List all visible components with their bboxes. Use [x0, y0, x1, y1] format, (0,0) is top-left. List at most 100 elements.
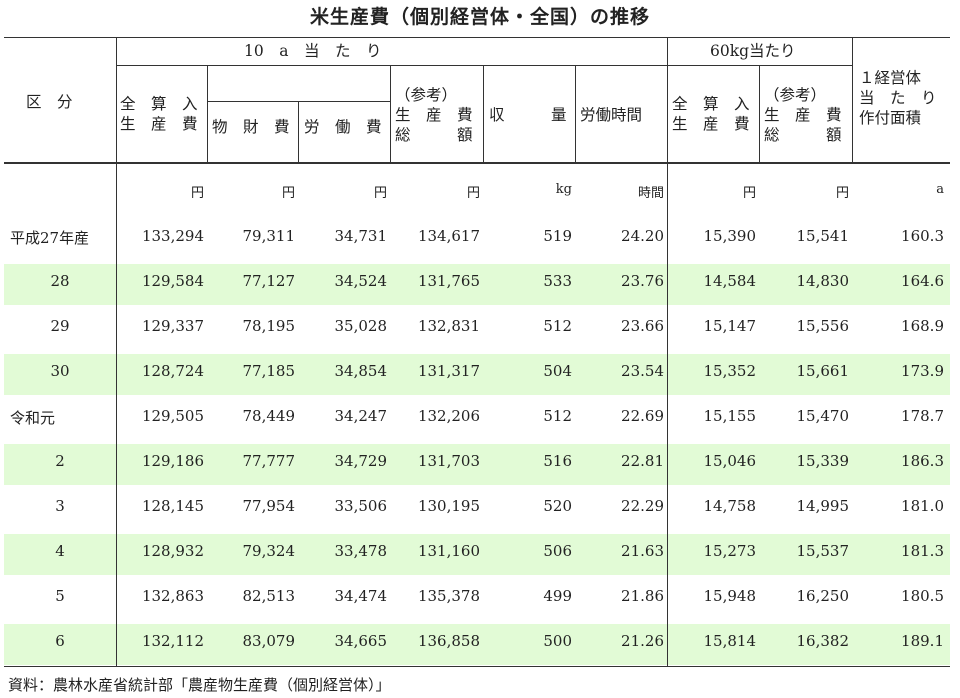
- table-cell: 23.66: [621, 317, 664, 335]
- header-roudou: 労 働 費: [304, 118, 382, 136]
- row-label: 2: [55, 452, 65, 470]
- table-cell: 131,317: [417, 362, 480, 380]
- header-group-10a: 10 a 当 た り: [244, 42, 382, 60]
- row-label: 平成27年産: [10, 229, 90, 247]
- table-cell: 15,390: [703, 227, 757, 245]
- col-divider: [575, 65, 576, 163]
- row-shading: [4, 444, 950, 485]
- row-label: 4: [55, 542, 65, 560]
- table-cell: 129,584: [141, 272, 204, 290]
- cost-table: 区 分 10 a 当 た り 60kg当たり 全 算 入 生 産 費 物 財 費…: [4, 37, 950, 667]
- table-cell: 128,145: [141, 497, 204, 515]
- col-divider: [207, 65, 208, 101]
- table-cell: 15,155: [703, 407, 757, 425]
- table-cell: 34,854: [334, 362, 388, 380]
- table-cell: 78,195: [242, 317, 296, 335]
- table-cell: 519: [543, 227, 572, 245]
- col-divider: [483, 65, 484, 163]
- header-menseki: １経営体 当 た り 作付面積: [859, 69, 937, 127]
- unit-label: 円: [742, 186, 756, 201]
- group-rule: [116, 65, 852, 66]
- table-cell: 164.6: [901, 272, 944, 290]
- header-zensan-60kg: 全 算 入 生 産 費: [672, 95, 750, 133]
- row-label: 6: [55, 632, 65, 650]
- table-cell: 134,617: [417, 227, 480, 245]
- header-zensan-10a: 全 算 入 生 産 費: [120, 95, 198, 133]
- col-divider: [759, 65, 760, 163]
- table-cell: 15,814: [703, 632, 757, 650]
- unit-label: 円: [373, 186, 387, 201]
- table-cell: 15,273: [703, 542, 757, 560]
- table-cell: 132,206: [417, 407, 480, 425]
- row-label: 28: [50, 272, 70, 290]
- table-cell: 34,729: [334, 452, 388, 470]
- table-bottom-rule: [4, 666, 950, 667]
- table-cell: 130,195: [417, 497, 480, 515]
- table-cell: 128,724: [141, 362, 204, 380]
- unit-label: 円: [835, 186, 849, 201]
- table-cell: 512: [543, 317, 572, 335]
- group-divider: [667, 37, 668, 667]
- table-cell: 21.26: [621, 632, 664, 650]
- table-cell: 129,337: [141, 317, 204, 335]
- table-cell: 132,112: [141, 632, 204, 650]
- row-label: 30: [50, 362, 70, 380]
- table-cell: 15,661: [796, 362, 850, 380]
- table-cell: 15,541: [796, 227, 850, 245]
- row-label: 令和元: [10, 409, 56, 427]
- unit-label: kg: [555, 182, 572, 197]
- table-cell: 15,470: [796, 407, 850, 425]
- header-sankou-10a: （参考） 生 産 費 総 額: [395, 86, 473, 144]
- table-top-rule: [4, 37, 950, 38]
- table-cell: 186.3: [901, 452, 944, 470]
- table-cell: 77,954: [242, 497, 296, 515]
- row-label: 5: [55, 587, 65, 605]
- col-divider: [390, 65, 391, 163]
- table-cell: 33,478: [334, 542, 388, 560]
- table-cell: 533: [543, 272, 572, 290]
- table-cell: 35,028: [334, 317, 388, 335]
- table-cell: 24.20: [621, 227, 664, 245]
- table-cell: 23.54: [621, 362, 664, 380]
- header-sankou-60kg: （参考） 生 産 費 総 額: [764, 86, 842, 144]
- table-cell: 14,830: [796, 272, 850, 290]
- table-cell: 520: [543, 497, 572, 515]
- col-divider: [298, 101, 299, 163]
- table-cell: 22.29: [621, 497, 664, 515]
- table-cell: 15,556: [796, 317, 850, 335]
- table-cell: 82,513: [242, 587, 296, 605]
- col-divider: [207, 101, 208, 163]
- table-cell: 135,378: [417, 587, 480, 605]
- table-cell: 79,324: [242, 542, 296, 560]
- header-group-60kg: 60kg当たり: [710, 42, 796, 60]
- source-note: 資料：農林水産省統計部「農産物生産費（個別経営体）」: [8, 676, 391, 694]
- table-cell: 504: [543, 362, 572, 380]
- table-cell: 15,352: [703, 362, 757, 380]
- header-kubun: 区 分: [26, 93, 73, 111]
- table-cell: 506: [543, 542, 572, 560]
- row-label: 29: [50, 317, 70, 335]
- subgroup-top-rule: [207, 101, 390, 102]
- table-cell: 15,339: [796, 452, 850, 470]
- table-cell: 129,505: [141, 407, 204, 425]
- table-cell: 34,524: [334, 272, 388, 290]
- table-cell: 22.81: [621, 452, 664, 470]
- unit-label: 時間: [637, 186, 664, 201]
- table-cell: 160.3: [901, 227, 944, 245]
- table-cell: 512: [543, 407, 572, 425]
- table-cell: 15,537: [796, 542, 850, 560]
- table-cell: 34,474: [334, 587, 388, 605]
- header-bottom-rule: [4, 162, 950, 164]
- table-cell: 173.9: [901, 362, 944, 380]
- table-cell: 14,995: [796, 497, 850, 515]
- page-title: 米生産費（個別経営体・全国）の推移: [309, 6, 650, 28]
- table-cell: 78,449: [242, 407, 296, 425]
- table-cell: 132,863: [141, 587, 204, 605]
- table-cell: 516: [543, 452, 572, 470]
- table-cell: 14,584: [703, 272, 757, 290]
- table-cell: 14,758: [703, 497, 757, 515]
- table-cell: 189.1: [901, 632, 944, 650]
- table-cell: 131,160: [417, 542, 480, 560]
- table-cell: 15,046: [703, 452, 757, 470]
- header-roudou-jikan: 労働時間: [580, 106, 643, 124]
